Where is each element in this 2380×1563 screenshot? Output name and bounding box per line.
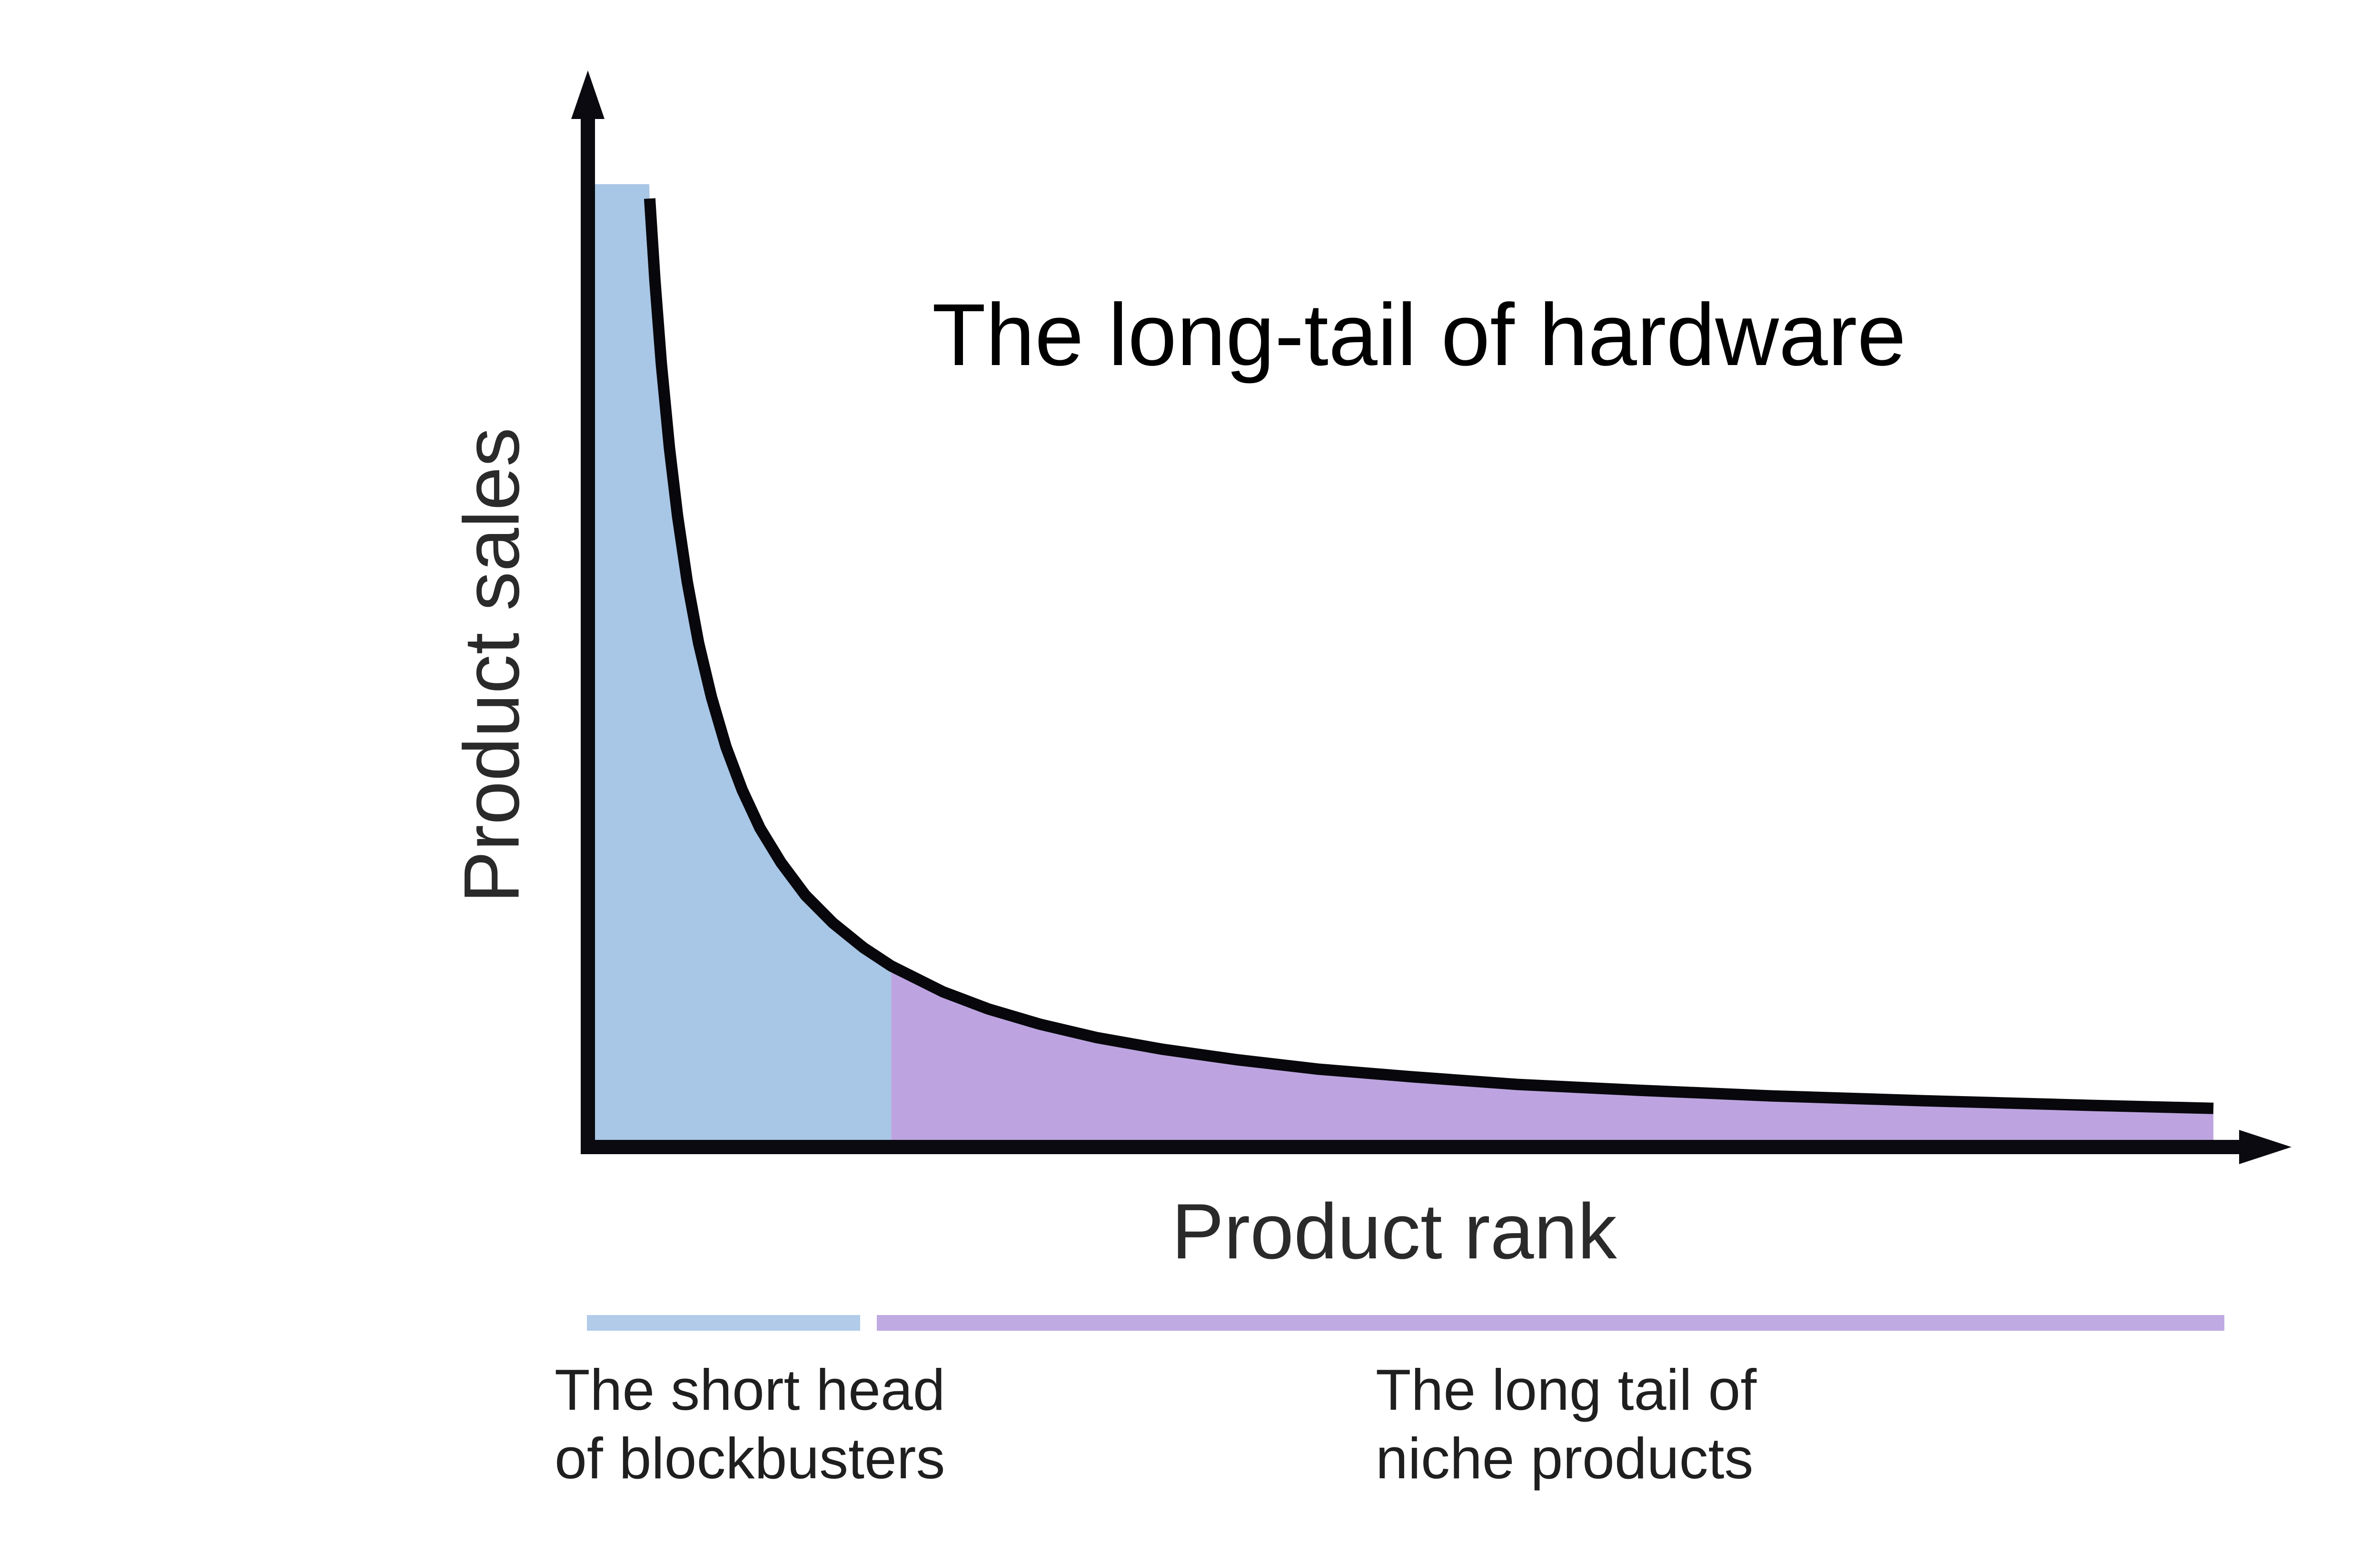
legend-label-short-head-line1: The short head	[555, 1357, 945, 1422]
legend-swatch-long-tail	[877, 1315, 2224, 1331]
legend-label-long-tail-line2: niche products	[1376, 1426, 1754, 1491]
legend-label-short-head-line2: of blockbusters	[555, 1426, 945, 1491]
legend-label-long-tail: The long tail of niche products	[1376, 1355, 1756, 1493]
legend-label-long-tail-line1: The long tail of	[1376, 1357, 1757, 1422]
y-axis-arrowhead-icon	[571, 70, 605, 119]
y-axis-label: Product sales	[447, 427, 536, 903]
legend-swatch-short-head	[587, 1315, 860, 1331]
demand-curve	[644, 198, 2214, 1114]
short-head-area	[595, 184, 892, 1140]
legend-label-short-head: The short head of blockbusters	[555, 1355, 945, 1493]
x-axis-line	[581, 1140, 2240, 1154]
long-tail-area	[891, 966, 2213, 1140]
chart-title: The long-tail of hardware	[932, 286, 1906, 384]
x-axis-label: Product rank	[1171, 1187, 1617, 1275]
y-axis-line	[581, 117, 595, 1154]
x-axis-arrowhead-icon	[2239, 1130, 2291, 1164]
